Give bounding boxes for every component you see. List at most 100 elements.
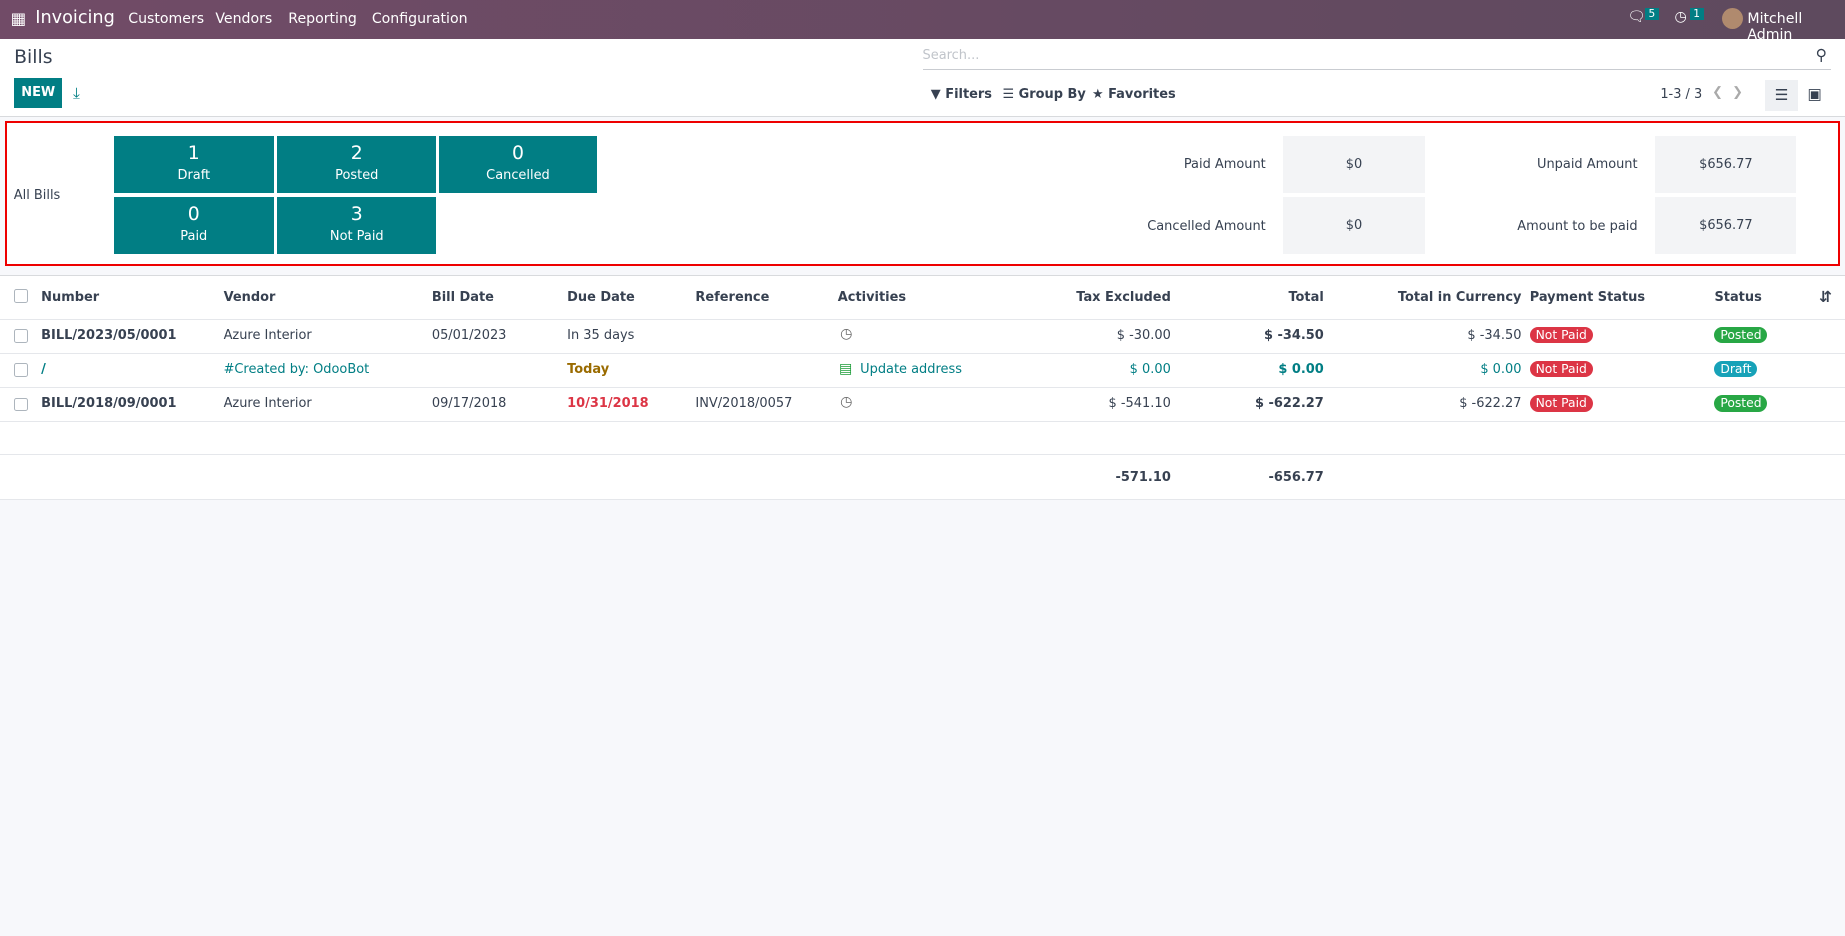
paid-amount-label: Paid Amount: [1183, 157, 1266, 173]
cell-vendor: Azure Interior: [223, 396, 312, 412]
cell-total: $ -34.50: [1263, 328, 1324, 344]
search-icon[interactable]: ⚲: [1815, 45, 1827, 64]
search-input[interactable]: Search...: [922, 48, 1831, 71]
cell-total-currency: $ 0.00: [1480, 362, 1522, 378]
cell-vendor: Azure Interior: [223, 328, 312, 344]
col-activities[interactable]: Activities: [837, 290, 907, 306]
col-tax-excluded[interactable]: Tax Excluded: [1076, 290, 1171, 306]
filters-button[interactable]: ▼ Filters: [930, 87, 992, 103]
filters-label: Filters: [945, 87, 992, 103]
pager-next-icon[interactable]: ❯: [1732, 84, 1743, 100]
tile-not-paid[interactable]: 3 Not Paid: [277, 197, 437, 254]
pager-value[interactable]: 1-3 / 3: [1660, 87, 1703, 103]
cell-vendor: #Created by: OdooBot: [223, 362, 370, 378]
user-name[interactable]: Mitchell Admin: [1747, 10, 1803, 43]
cell-number: /: [41, 362, 46, 378]
amount-to-be-paid-value[interactable]: $656.77: [1655, 197, 1797, 254]
tile-count: 0: [511, 143, 524, 165]
tile-label: Posted: [335, 167, 379, 183]
cell-bill-date: 09/17/2018: [431, 396, 507, 412]
messages-icon[interactable]: 🗨: [1627, 9, 1646, 26]
tile-label: Paid: [180, 228, 208, 244]
cell-number: BILL/2018/09/0001: [41, 396, 177, 412]
tile-count: 1: [187, 143, 200, 165]
tile-draft[interactable]: 1 Draft: [113, 136, 274, 193]
tile-cancelled[interactable]: 0 Cancelled: [438, 136, 598, 193]
status-badge: Posted: [1714, 326, 1768, 344]
table-footer: -571.10 -656.77: [0, 455, 1845, 500]
status-badge: Draft: [1714, 361, 1758, 378]
page-title: Bills: [14, 47, 53, 69]
cell-total: $ -622.27: [1254, 396, 1324, 412]
unpaid-amount-label: Unpaid Amount: [1537, 157, 1638, 173]
empty-row: [0, 422, 1845, 456]
download-icon[interactable]: ⤓: [72, 83, 80, 102]
control-panel: [0, 38, 1845, 118]
row-checkbox[interactable]: [14, 363, 28, 378]
col-status[interactable]: Status: [1714, 290, 1762, 306]
tile-paid[interactable]: 0 Paid: [113, 197, 274, 254]
tile-label: Cancelled: [486, 167, 550, 183]
favorites-button[interactable]: ★ Favorites: [1091, 87, 1176, 103]
col-total-currency[interactable]: Total in Currency: [1397, 290, 1522, 306]
col-reference[interactable]: Reference: [695, 290, 770, 306]
row-checkbox[interactable]: [14, 397, 28, 412]
unpaid-amount-value[interactable]: $656.77: [1655, 136, 1797, 193]
cell-total-currency: $ -622.27: [1459, 396, 1522, 412]
payment-status-badge: Not Paid: [1529, 361, 1593, 378]
clock-icon[interactable]: ◷: [840, 394, 853, 410]
tile-label: Not Paid: [329, 228, 384, 244]
messages-badge: 5: [1645, 8, 1659, 21]
tile-posted[interactable]: 2 Posted: [277, 136, 437, 193]
table-row[interactable]: BILL/2018/09/0001 Azure Interior 09/17/2…: [0, 388, 1845, 423]
cell-tax-excluded: $ 0.00: [1129, 362, 1171, 378]
table-row[interactable]: / #Created by: OdooBot Today ▤ Update ad…: [0, 354, 1845, 388]
col-total[interactable]: Total: [1288, 290, 1324, 306]
all-bills-label[interactable]: All Bills: [13, 187, 61, 203]
menu-customers[interactable]: Customers: [128, 10, 205, 27]
cell-reference: INV/2018/0057: [695, 396, 793, 412]
apps-menu-icon[interactable]: ▦: [10, 9, 27, 29]
tile-label: Draft: [177, 167, 211, 183]
activity-todo-icon[interactable]: ▤: [838, 361, 853, 378]
select-all-checkbox[interactable]: [14, 289, 28, 304]
new-button[interactable]: NEW: [14, 77, 63, 109]
group-by-label: Group By: [1018, 87, 1086, 103]
app-name[interactable]: Invoicing: [35, 8, 115, 29]
col-payment-status[interactable]: Payment Status: [1529, 290, 1646, 306]
menu-vendors[interactable]: Vendors: [215, 10, 273, 27]
col-vendor[interactable]: Vendor: [223, 290, 276, 306]
top-navbar: ▦ Invoicing Customers Vendors Reporting …: [0, 0, 1845, 43]
paid-amount-value[interactable]: $0: [1283, 136, 1425, 193]
total-tax-excluded: -571.10: [1115, 470, 1171, 486]
activities-icon[interactable]: ◷: [1674, 9, 1687, 26]
cancelled-amount-label: Cancelled Amount: [1147, 218, 1266, 234]
amount-to-be-paid-label: Amount to be paid: [1517, 218, 1638, 234]
kanban-view-icon[interactable]: ▣: [1807, 84, 1822, 103]
clock-icon[interactable]: ◷: [840, 325, 853, 342]
cell-total: $ 0.00: [1278, 362, 1324, 378]
bills-table: Number Vendor Bill Date Due Date Referen…: [0, 275, 1845, 500]
row-checkbox[interactable]: [14, 329, 28, 344]
menu-configuration[interactable]: Configuration: [371, 10, 468, 27]
cell-bill-date: 05/01/2023: [431, 328, 507, 344]
group-by-button[interactable]: ☰ Group By: [1002, 87, 1086, 103]
tile-count: 2: [350, 143, 363, 165]
cancelled-amount-value[interactable]: $0: [1283, 197, 1425, 254]
total-total: -656.77: [1268, 470, 1324, 486]
optional-columns-icon[interactable]: ⇵: [1819, 288, 1832, 307]
col-number[interactable]: Number: [41, 290, 100, 306]
col-bill-date[interactable]: Bill Date: [431, 290, 494, 306]
payment-status-badge: Not Paid: [1529, 326, 1593, 344]
list-view-icon[interactable]: ☰: [1765, 80, 1798, 111]
col-due-date[interactable]: Due Date: [567, 290, 635, 306]
cell-tax-excluded: $ -541.10: [1108, 396, 1171, 412]
activities-badge: 1: [1689, 8, 1704, 21]
avatar[interactable]: [1721, 8, 1743, 30]
cell-activity[interactable]: Update address: [860, 362, 962, 378]
cell-due-date: Today: [567, 362, 610, 378]
table-row[interactable]: BILL/2023/05/0001 Azure Interior 05/01/2…: [0, 319, 1845, 354]
cell-number: BILL/2023/05/0001: [41, 328, 177, 344]
menu-reporting[interactable]: Reporting: [288, 10, 357, 27]
pager-prev-icon[interactable]: ❮: [1712, 84, 1723, 100]
